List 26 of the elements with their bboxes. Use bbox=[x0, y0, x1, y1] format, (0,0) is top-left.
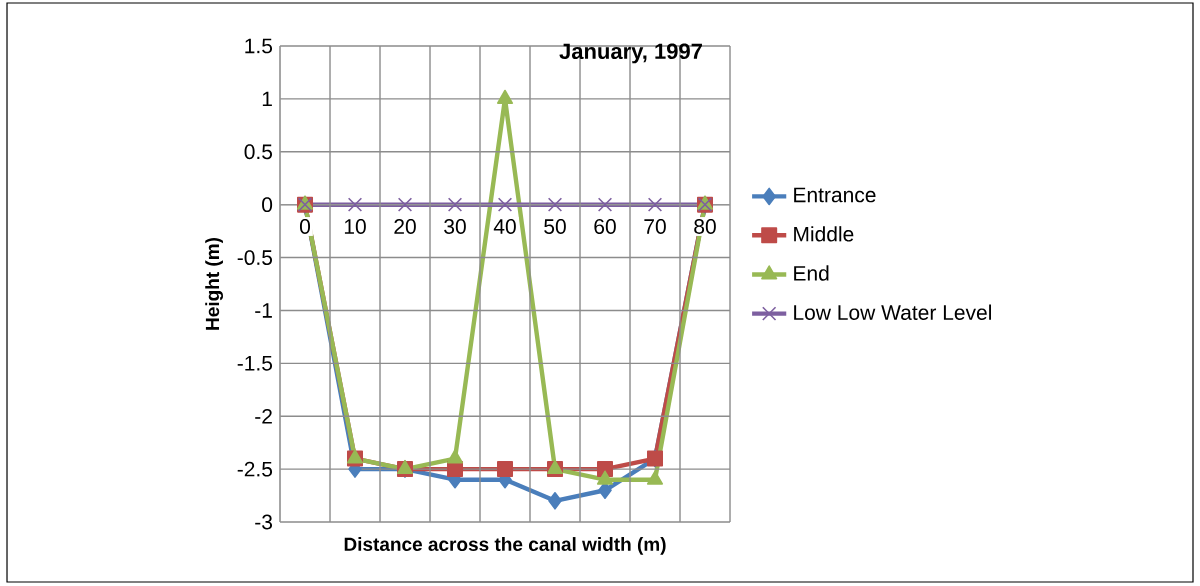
y-tick-label: -1.5 bbox=[237, 356, 273, 371]
x-tick-label: 30 bbox=[444, 219, 466, 234]
y-tick-label: 1.5 bbox=[245, 38, 273, 54]
y-axis-title: Height (m) bbox=[205, 237, 224, 330]
legend-label: Middle bbox=[794, 226, 854, 242]
legend-label: Entrance bbox=[794, 187, 876, 203]
chart-title: January, 1997 bbox=[559, 43, 702, 64]
x-tick-label: 70 bbox=[644, 219, 666, 234]
y-tick-label: 1 bbox=[262, 91, 272, 107]
x-tick-label: 80 bbox=[694, 219, 716, 234]
x-tick-label: 40 bbox=[493, 219, 516, 234]
x-tick-label: 20 bbox=[394, 219, 416, 234]
x-tick-label: 50 bbox=[544, 219, 566, 234]
legend-label: Low Low Water Level bbox=[794, 304, 991, 320]
y-tick-label: -3 bbox=[255, 514, 273, 530]
y-tick-label: -2.5 bbox=[237, 461, 273, 477]
x-tick-label: 10 bbox=[344, 219, 366, 234]
legend-label: End bbox=[794, 265, 829, 281]
y-tick-label: -2 bbox=[255, 408, 272, 424]
x-axis-title: Distance across the canal width (m) bbox=[344, 537, 666, 555]
x-tick-label: 0 bbox=[299, 219, 311, 234]
y-tick-label: -1 bbox=[255, 303, 272, 318]
y-tick-label: -0.5 bbox=[237, 250, 273, 266]
y-tick-label: 0 bbox=[262, 197, 273, 213]
x-tick-label: 60 bbox=[594, 219, 616, 234]
y-tick-label: 0.5 bbox=[244, 144, 273, 160]
